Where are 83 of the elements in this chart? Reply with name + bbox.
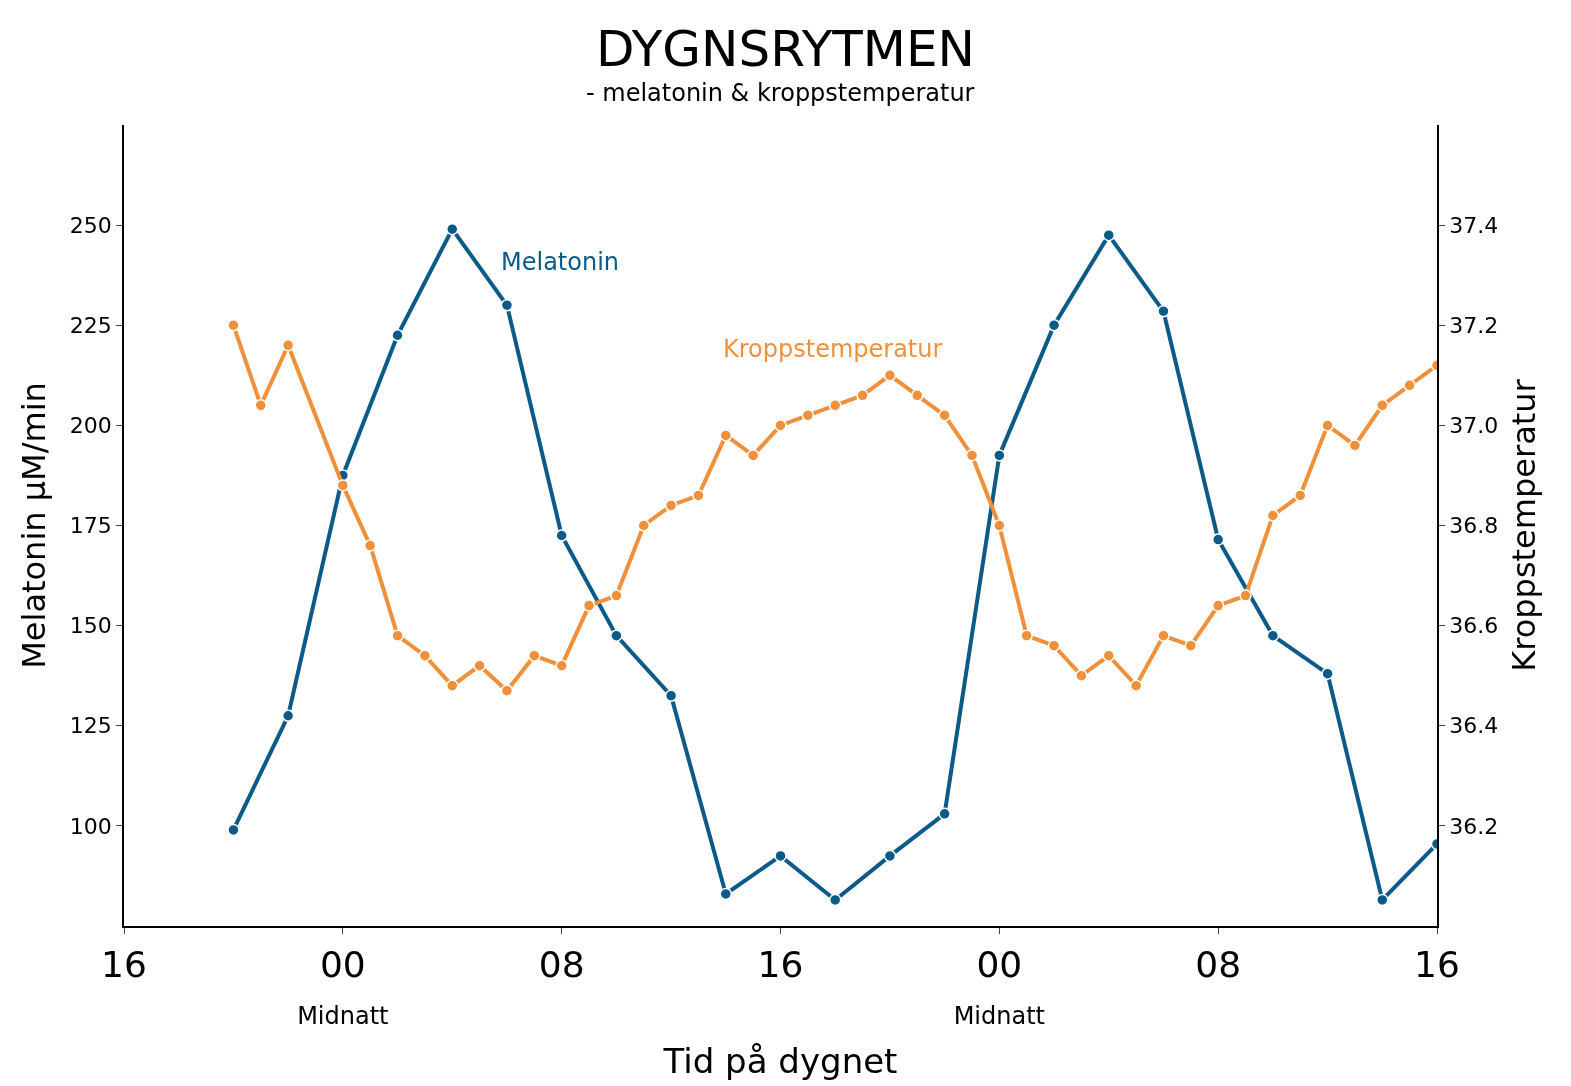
point [692, 489, 705, 502]
point [446, 222, 459, 236]
chart-subtitle: - melatonin & kroppstemperatur [586, 79, 975, 107]
point [664, 499, 678, 512]
point [1211, 599, 1225, 612]
point [446, 679, 459, 692]
point [938, 409, 951, 422]
y-tick-label: 225 [69, 312, 112, 338]
point [1348, 439, 1362, 452]
point [500, 298, 514, 312]
x-tick-label: 16 [757, 943, 804, 985]
y-tick-label: 150 [69, 613, 112, 639]
point [801, 409, 815, 422]
point [774, 849, 787, 863]
point [500, 684, 514, 697]
point [555, 659, 568, 672]
point [610, 629, 623, 642]
y2-tick-label: 37.0 [1449, 413, 1499, 439]
point [281, 339, 295, 352]
chart-title: DYGNSRYTMEN [596, 20, 975, 79]
y-tick-label: 250 [69, 212, 112, 238]
point [610, 589, 623, 602]
point [719, 429, 733, 442]
y-tick-label: 175 [69, 513, 112, 539]
point [391, 329, 404, 342]
x-tick-label: 00 Midnatt [953, 943, 1046, 1030]
point [418, 649, 432, 662]
point [1321, 419, 1334, 432]
point [1102, 228, 1115, 242]
point [965, 449, 979, 462]
x-tick-label: 00 Midnatt [297, 943, 389, 1030]
x-tick-label: 16 [101, 943, 147, 985]
point [363, 539, 377, 552]
y2-axis-title: Kroppstemperatur [1504, 378, 1543, 672]
point [883, 849, 897, 863]
point [938, 807, 951, 821]
point [1376, 399, 1389, 412]
point [746, 449, 760, 462]
y2-tick-label: 37.4 [1449, 212, 1499, 238]
y-tick-label: 200 [69, 413, 112, 439]
y-tick-label: 125 [69, 713, 112, 739]
y2-tick-label: 36.8 [1449, 513, 1499, 539]
x-axis-title: Tid på dygnet [662, 1040, 898, 1081]
point [1047, 319, 1061, 332]
point [227, 823, 240, 837]
point [227, 319, 240, 332]
point [1157, 304, 1170, 318]
point [1047, 639, 1061, 652]
x-tick-label: 08 [1195, 943, 1242, 985]
point [1184, 639, 1198, 652]
x-tick-label: 16 [1414, 943, 1460, 985]
point [336, 479, 350, 492]
y2-tick-label: 36.4 [1449, 713, 1499, 739]
point [1403, 379, 1416, 392]
y2-tick-label: 36.2 [1449, 813, 1499, 839]
point [1239, 589, 1252, 602]
point [911, 389, 924, 402]
y-tick-label: 100 [69, 813, 112, 839]
y-axis-title: Melatonin μM/min [14, 382, 53, 669]
point [1266, 509, 1280, 522]
point [254, 399, 268, 412]
point [883, 369, 897, 382]
point [1321, 667, 1334, 680]
x-tick-label: 08 [538, 943, 585, 985]
point [281, 709, 295, 722]
point [664, 689, 678, 702]
point [1266, 629, 1280, 642]
point [582, 599, 596, 612]
point [1376, 893, 1389, 907]
y2-tick-label: 37.2 [1449, 312, 1499, 338]
point [1211, 533, 1225, 546]
point [828, 399, 842, 412]
point [391, 629, 404, 642]
point [1075, 669, 1088, 682]
point [993, 449, 1006, 462]
series-label: Melatonin [501, 248, 620, 276]
series-label: Kroppstemperatur [723, 335, 943, 363]
point [774, 419, 787, 432]
point [1129, 679, 1143, 692]
y2-tick-label: 36.6 [1449, 613, 1499, 639]
point [719, 887, 733, 901]
point [828, 893, 842, 907]
point [1293, 489, 1307, 502]
